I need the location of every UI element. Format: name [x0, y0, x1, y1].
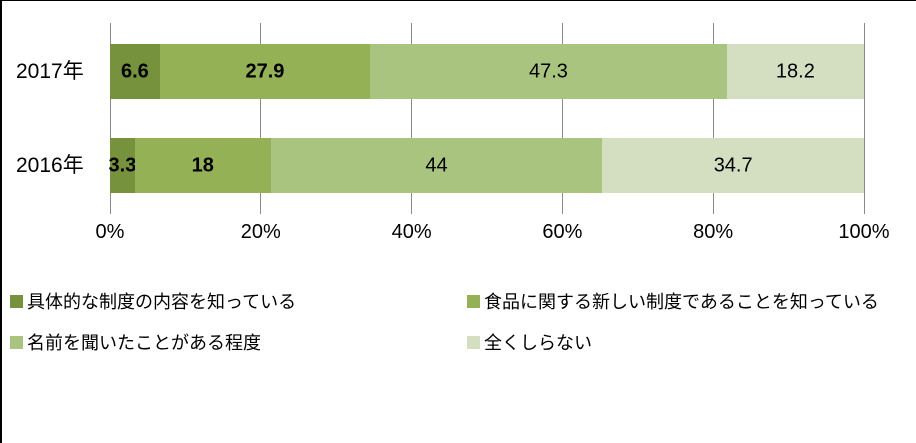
category-label: 2016年: [16, 154, 84, 177]
gridline: [561, 23, 563, 214]
legend-item: 食品に関する新しい制度であることを知っている: [467, 288, 890, 314]
legend-swatch-icon: [467, 335, 480, 349]
bar-segment: 44: [270, 138, 603, 193]
legend-item: 全くしらない: [467, 329, 890, 355]
x-axis: 0% 20% 40% 60% 80% 100%: [96, 221, 890, 253]
legend-label: 具体的な制度の内容を知っている: [27, 292, 297, 312]
plot-area: 6.6 27.9 47.3 18.2 3.3 18 44 34.7: [108, 23, 865, 214]
data-label: 6.6: [120, 60, 149, 82]
legend-label: 名前を聞いたことがある程度: [27, 333, 261, 353]
legend-item: 具体的な制度の内容を知っている: [10, 288, 467, 314]
gridline: [411, 23, 413, 214]
data-label: 27.9: [245, 60, 285, 82]
x-axis-tick-label: 80%: [693, 221, 734, 243]
legend-swatch-icon: [10, 335, 23, 349]
y-axis-category-labels: 2017年 2016年: [16, 23, 108, 214]
stacked-bar-2016年: 3.3 18 44 34.7: [108, 138, 864, 193]
gridline: [260, 23, 262, 214]
legend: 具体的な制度の内容を知っている 食品に関する新しい制度であることを知っている名前を…: [10, 288, 890, 355]
data-label: 18: [191, 154, 214, 176]
x-axis-tick-label: 100%: [838, 221, 890, 243]
category-label: 2017年: [16, 60, 84, 83]
x-axis-tick-label: 20%: [240, 221, 281, 243]
bar-segment: 18.2: [726, 44, 864, 99]
bar-segment: 27.9: [159, 44, 371, 99]
x-axis-tick-label: 40%: [391, 221, 432, 243]
data-label: 18.2: [775, 60, 815, 82]
legend-swatch-icon: [467, 294, 480, 308]
legend-label: 全くしらない: [484, 333, 592, 353]
stacked-bar-2017年: 6.6 27.9 47.3 18.2: [110, 44, 864, 99]
x-axis-tick-label: 60%: [542, 221, 583, 243]
legend-swatch-icon: [10, 294, 23, 308]
gridline: [712, 23, 714, 214]
legend-item: 名前を聞いたことがある程度: [10, 329, 467, 355]
legend-label: 食品に関する新しい制度であることを知っている: [484, 292, 879, 312]
data-label: 47.3: [528, 60, 568, 82]
data-label: 3.3: [108, 154, 137, 176]
x-axis-tick-label: 0%: [95, 221, 125, 243]
bar-segment: 18: [134, 138, 271, 193]
data-label: 44: [425, 154, 448, 176]
data-label: 34.7: [713, 154, 753, 176]
bar-segment: 3.3: [108, 138, 137, 193]
bar-segment: 6.6: [110, 44, 160, 99]
bar-segment: 47.3: [370, 44, 727, 99]
bar-segment: 34.7: [602, 138, 864, 193]
gridline: [109, 23, 111, 214]
gridline: [863, 23, 865, 214]
